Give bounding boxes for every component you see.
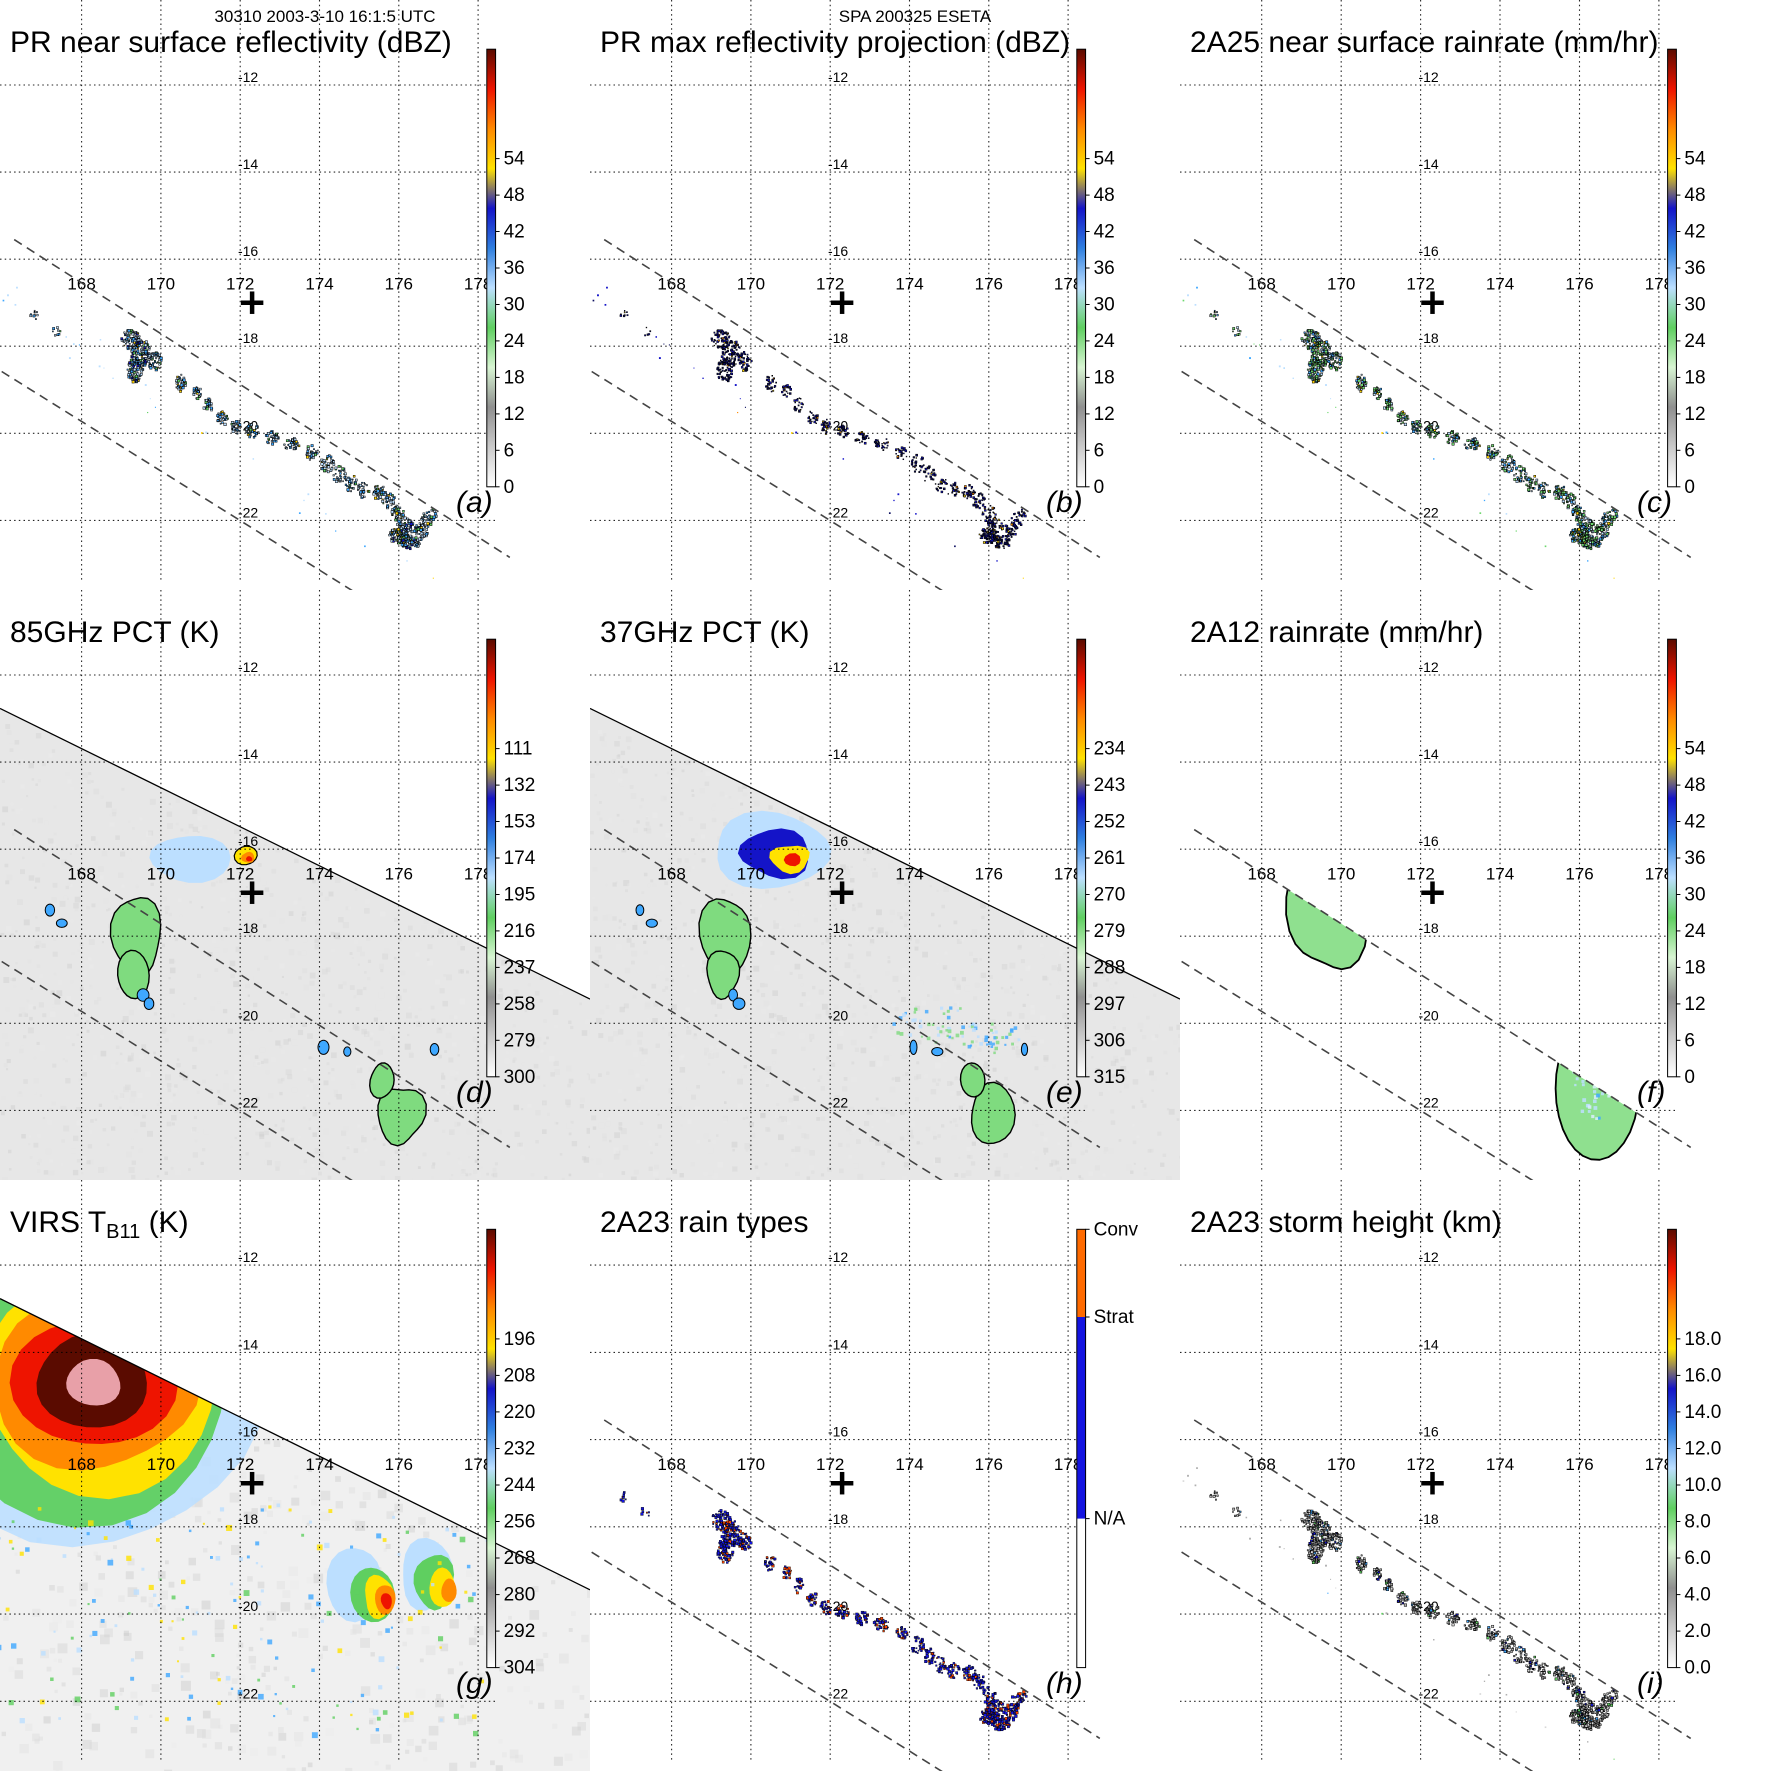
svg-text:24: 24	[1094, 331, 1116, 352]
svg-text:-12: -12	[238, 69, 258, 85]
svg-text:PR max reflectivity projection: PR max reflectivity projection (dBZ)	[600, 26, 1070, 59]
svg-text:176: 176	[385, 275, 413, 294]
svg-text:54: 54	[1684, 149, 1706, 170]
svg-text:172: 172	[816, 275, 844, 294]
svg-text:174: 174	[895, 275, 923, 294]
svg-text:172: 172	[226, 275, 254, 294]
svg-text:-22: -22	[828, 504, 848, 520]
svg-text:48: 48	[504, 185, 525, 206]
svg-text:0: 0	[1094, 477, 1105, 498]
svg-text:-16: -16	[238, 243, 258, 259]
svg-text:30: 30	[1684, 295, 1705, 316]
svg-text:PR near surface reflectivity (: PR near surface reflectivity (dBZ)	[10, 26, 452, 59]
svg-text:18: 18	[1684, 367, 1705, 388]
svg-text:SPA 200325 ESETA: SPA 200325 ESETA	[839, 7, 992, 26]
svg-text:24: 24	[1684, 331, 1706, 352]
svg-text:48: 48	[1094, 185, 1115, 206]
svg-text:42: 42	[1684, 222, 1705, 243]
svg-text:176: 176	[975, 275, 1003, 294]
svg-text:18: 18	[1094, 367, 1115, 388]
svg-text:0: 0	[504, 477, 515, 498]
svg-text:42: 42	[1094, 222, 1115, 243]
svg-text:12: 12	[504, 404, 525, 425]
svg-text:168: 168	[657, 275, 685, 294]
svg-text:168: 168	[1248, 275, 1276, 294]
svg-text:-14: -14	[1418, 156, 1438, 172]
svg-text:-22: -22	[1418, 504, 1438, 520]
svg-text:(b): (b)	[1046, 486, 1083, 519]
svg-text:170: 170	[737, 275, 765, 294]
svg-text:-18: -18	[238, 330, 258, 346]
svg-text:12: 12	[1094, 404, 1115, 425]
svg-text:24: 24	[504, 331, 526, 352]
svg-text:42: 42	[504, 222, 525, 243]
svg-text:(c): (c)	[1637, 486, 1672, 519]
svg-text:36: 36	[1094, 258, 1115, 279]
svg-text:-12: -12	[828, 69, 848, 85]
svg-text:-12: -12	[1418, 69, 1438, 85]
svg-text:(a): (a)	[456, 486, 493, 519]
svg-text:6: 6	[1094, 440, 1105, 461]
svg-text:2A25 near surface rainrate (mm: 2A25 near surface rainrate (mm/hr)	[1190, 26, 1659, 59]
svg-text:-14: -14	[828, 156, 848, 172]
svg-text:30: 30	[1094, 295, 1115, 316]
svg-text:36: 36	[1684, 258, 1705, 279]
svg-text:12: 12	[1684, 404, 1705, 425]
svg-text:-16: -16	[828, 243, 848, 259]
svg-text:-22: -22	[238, 504, 258, 520]
svg-text:170: 170	[147, 275, 175, 294]
svg-text:18: 18	[504, 367, 525, 388]
svg-text:30: 30	[504, 295, 525, 316]
svg-text:54: 54	[1094, 149, 1116, 170]
svg-text:-14: -14	[238, 156, 258, 172]
svg-text:168: 168	[67, 275, 95, 294]
svg-text:-18: -18	[1418, 330, 1438, 346]
svg-text:174: 174	[1486, 275, 1514, 294]
svg-text:176: 176	[1565, 275, 1593, 294]
svg-text:30310 2003-3-10 16:1:5 UTC: 30310 2003-3-10 16:1:5 UTC	[214, 7, 435, 26]
svg-text:-16: -16	[1418, 243, 1438, 259]
svg-text:54: 54	[504, 149, 526, 170]
svg-text:6: 6	[504, 440, 515, 461]
svg-text:48: 48	[1684, 185, 1705, 206]
svg-text:36: 36	[504, 258, 525, 279]
svg-text:-18: -18	[828, 330, 848, 346]
svg-text:6: 6	[1684, 440, 1695, 461]
svg-text:170: 170	[1327, 275, 1355, 294]
svg-text:0: 0	[1684, 477, 1695, 498]
svg-text:174: 174	[305, 275, 333, 294]
svg-text:172: 172	[1406, 275, 1434, 294]
